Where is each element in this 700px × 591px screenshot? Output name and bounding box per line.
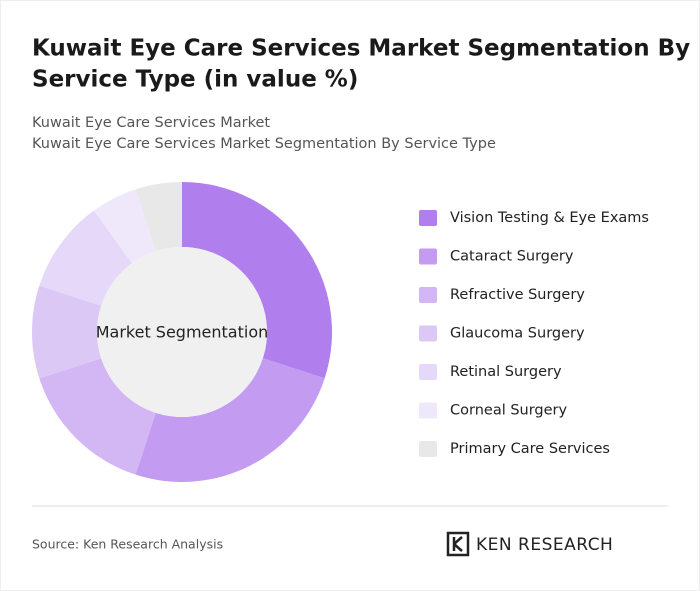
legend-swatch: [419, 210, 437, 226]
donut-slice: [39, 210, 133, 306]
chart-title: Kuwait Eye Care Services Market Segmenta…: [32, 36, 690, 62]
donut-slice: [135, 358, 325, 482]
donut-hole: [97, 247, 267, 417]
logo-icon: [452, 536, 463, 552]
donut-slice: [135, 182, 182, 252]
legend-swatch: [419, 287, 437, 303]
legend-label: Cataract Surgery: [450, 249, 574, 265]
legend-swatch: [419, 441, 437, 457]
legend-swatch: [419, 248, 437, 265]
legend-label: Primary Care Services: [450, 441, 610, 457]
donut-slice: [93, 189, 156, 264]
legend-swatch: [419, 325, 437, 342]
legend-label: Vision Testing & Eye Exams: [450, 210, 649, 226]
logo: KEN RESEARCH: [446, 531, 613, 557]
logo-icon: [446, 531, 470, 557]
source: Source: Ken Research Analysis: [32, 537, 223, 552]
center-label: Market Segmentation: [96, 323, 269, 342]
legend-label: Refractive Surgery: [450, 287, 585, 303]
chart-title: Service Type (in value %): [32, 67, 358, 93]
legend-swatch: [419, 402, 437, 419]
legend-swatch: [419, 364, 437, 380]
subtitle: Kuwait Eye Care Services Market Segmenta…: [32, 136, 496, 152]
legend-label: Glaucoma Surgery: [450, 326, 585, 342]
donut-slice: [32, 285, 102, 379]
legend-label: Corneal Surgery: [450, 403, 568, 419]
donut: [32, 182, 332, 482]
logo-text: KEN RESEARCH: [476, 535, 613, 555]
subtitle: Kuwait Eye Care Services Market: [32, 115, 270, 131]
donut-slice: [39, 358, 156, 475]
legend: Vision Testing & Eye Exams Cataract Surge…: [419, 210, 649, 457]
legend-label: Retinal Surgery: [450, 364, 562, 380]
donut-slice: [182, 182, 332, 379]
